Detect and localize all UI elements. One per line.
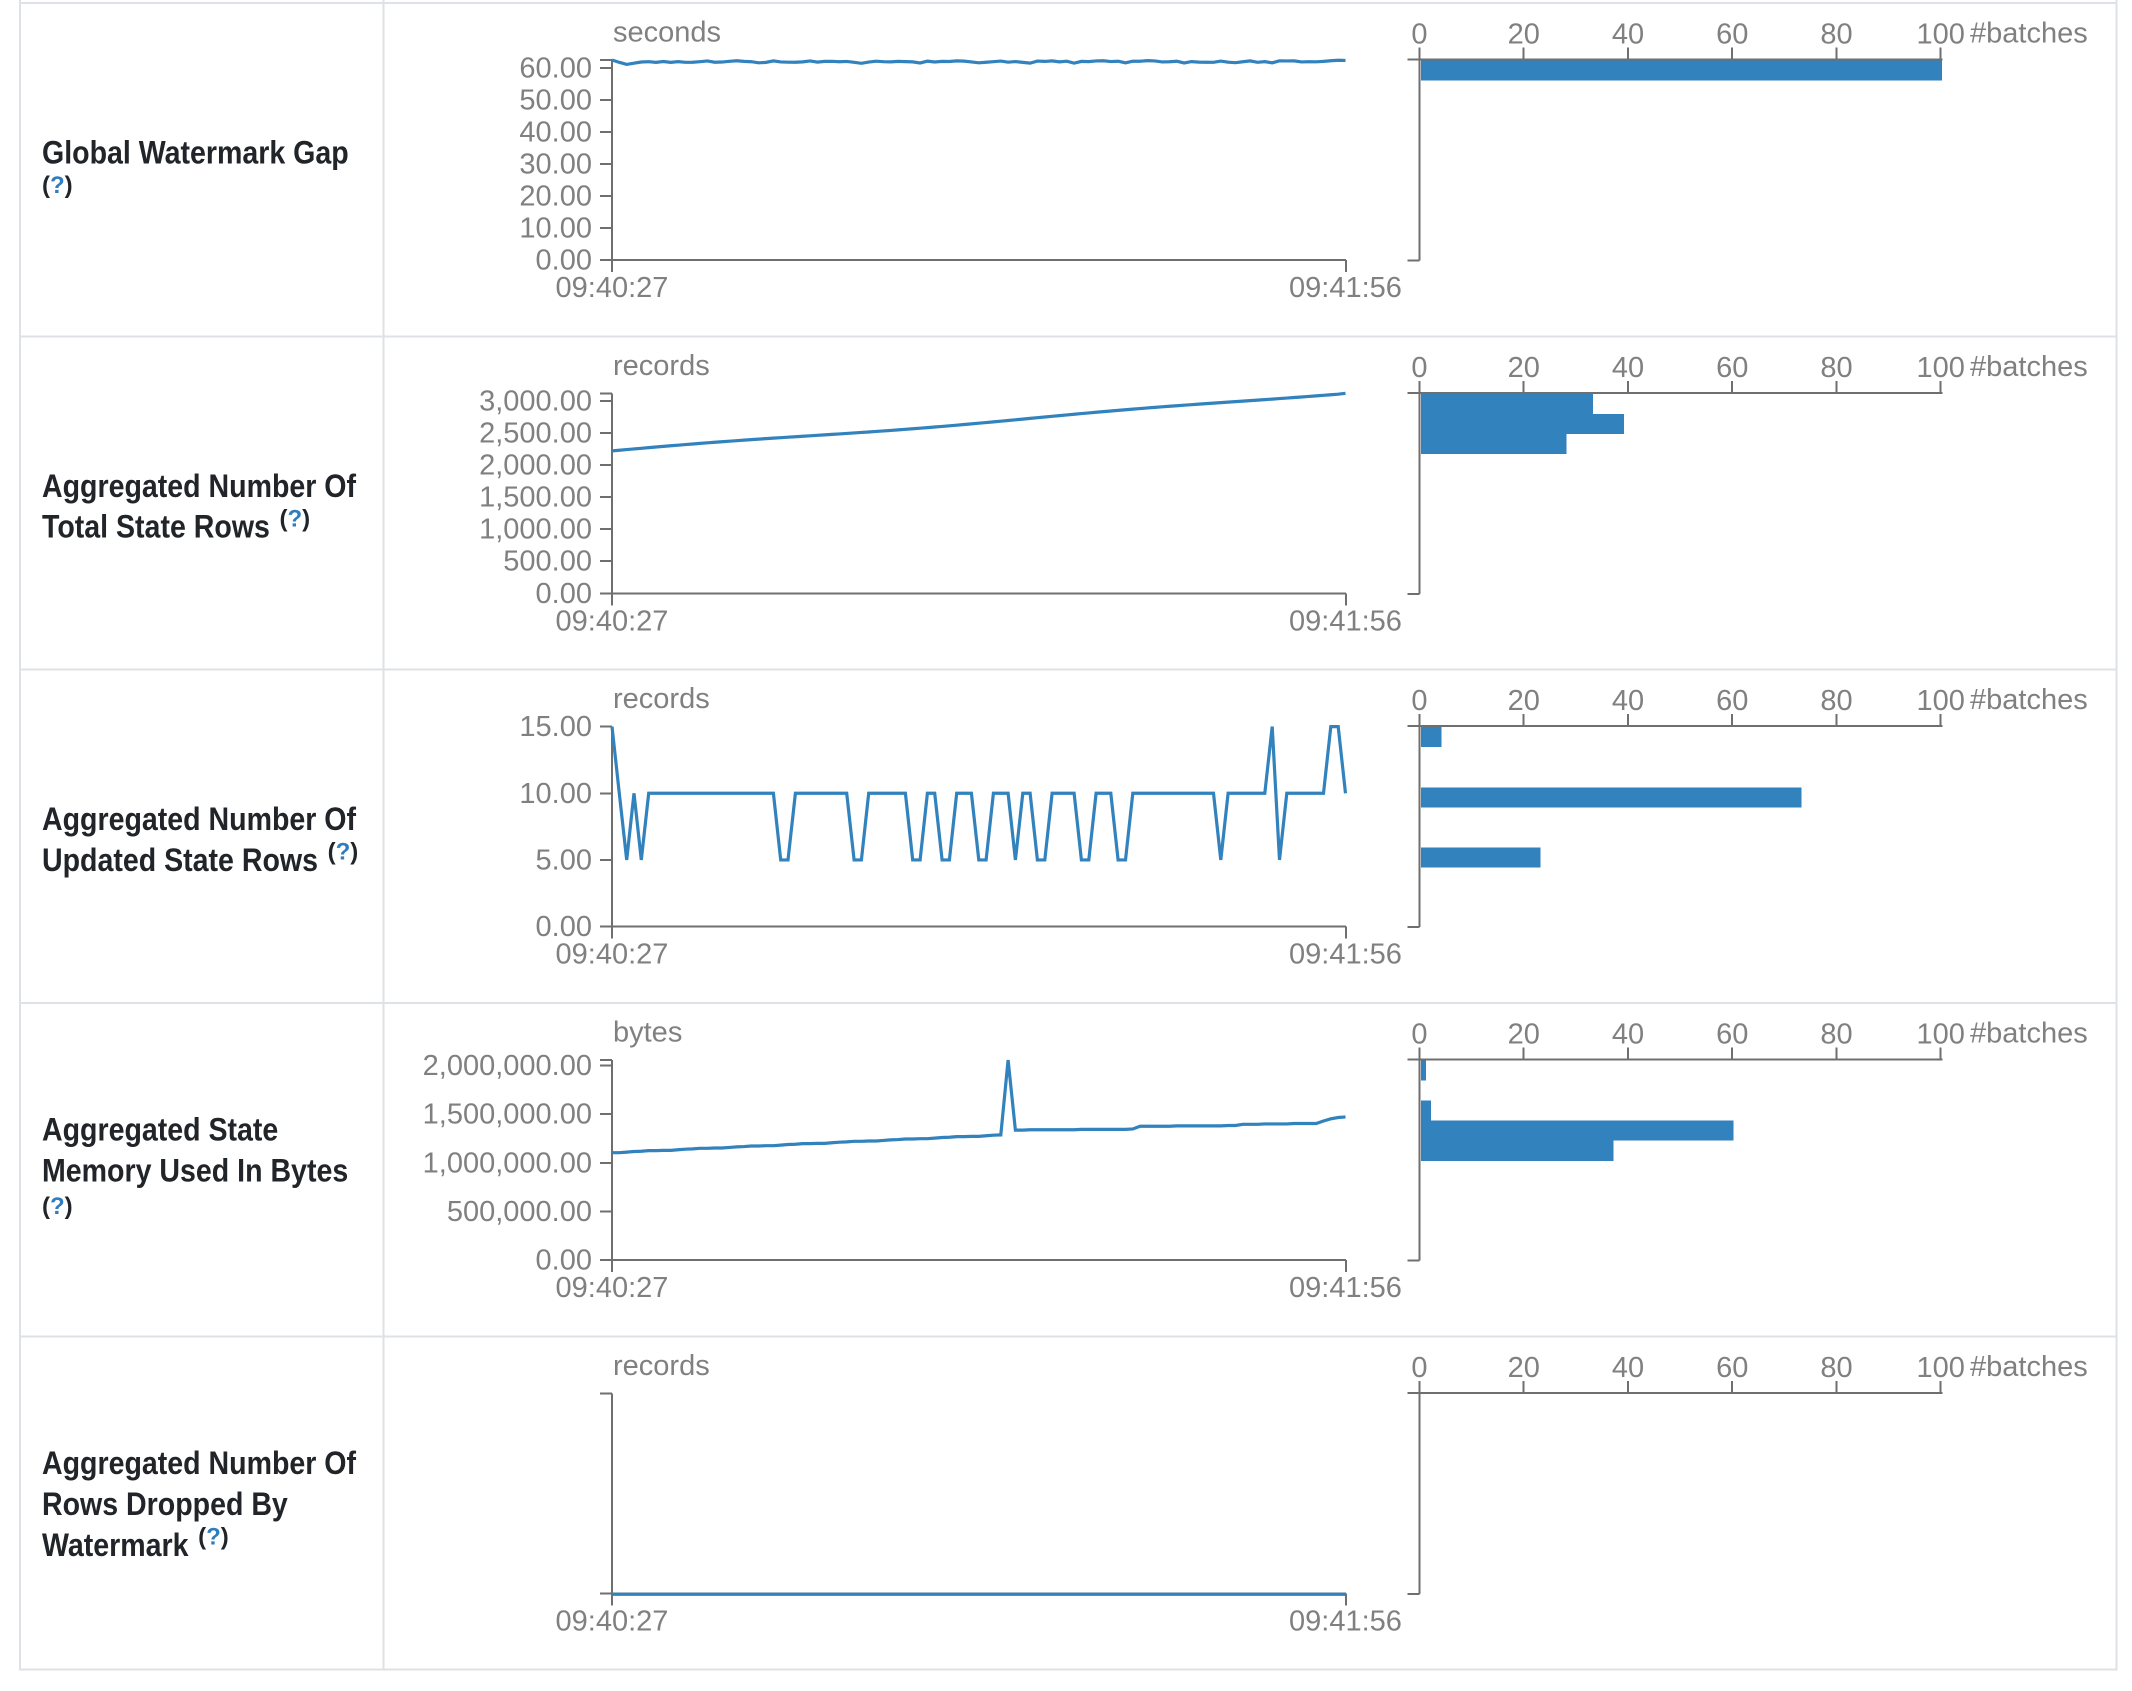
svg-text:#batches: #batches (1970, 351, 2088, 383)
svg-text:09:40:27: 09:40:27 (556, 939, 669, 971)
svg-text:#batches: #batches (1970, 684, 2088, 716)
svg-text:500.00: 500.00 (503, 546, 592, 578)
svg-text:80: 80 (1820, 19, 1852, 51)
svg-text:Updated State Rows: Updated State Rows (42, 842, 318, 878)
svg-text:60: 60 (1716, 352, 1748, 384)
svg-text:(?): (?) (42, 1193, 73, 1220)
svg-text:0: 0 (1411, 19, 1427, 51)
svg-text:0.00: 0.00 (536, 578, 592, 610)
svg-text:bytes: bytes (613, 1017, 682, 1049)
svg-text:60: 60 (1716, 19, 1748, 51)
svg-text:Rows Dropped By: Rows Dropped By (42, 1486, 288, 1522)
svg-text:09:41:56: 09:41:56 (1289, 1605, 1402, 1637)
svg-text:#batches: #batches (1970, 1018, 2088, 1050)
svg-text:0: 0 (1411, 352, 1427, 384)
svg-text:40: 40 (1612, 352, 1644, 384)
svg-text:60: 60 (1716, 685, 1748, 717)
svg-text:60.00: 60.00 (519, 52, 592, 84)
svg-text:09:40:27: 09:40:27 (556, 605, 669, 637)
svg-text:3,000.00: 3,000.00 (479, 386, 592, 418)
svg-text:09:41:56: 09:41:56 (1289, 272, 1402, 304)
svg-text:20: 20 (1508, 352, 1540, 384)
svg-text:20: 20 (1508, 1352, 1540, 1384)
svg-text:15.00: 15.00 (519, 711, 592, 743)
svg-text:0: 0 (1411, 1352, 1427, 1384)
svg-text:09:40:27: 09:40:27 (556, 1605, 669, 1637)
svg-text:1,500.00: 1,500.00 (479, 482, 592, 514)
svg-text:09:40:27: 09:40:27 (556, 1272, 669, 1304)
svg-text:20: 20 (1508, 685, 1540, 717)
svg-text:80: 80 (1820, 352, 1852, 384)
svg-text:80: 80 (1820, 1019, 1852, 1051)
svg-text:100: 100 (1917, 19, 1965, 51)
svg-text:0.00: 0.00 (536, 245, 592, 277)
svg-text:500,000.00: 500,000.00 (447, 1196, 592, 1228)
svg-text:1,000,000.00: 1,000,000.00 (423, 1147, 592, 1179)
svg-text:10.00: 10.00 (519, 213, 592, 245)
svg-text:09:41:56: 09:41:56 (1289, 939, 1402, 971)
svg-text:40: 40 (1612, 19, 1644, 51)
svg-text:09:41:56: 09:41:56 (1289, 605, 1402, 637)
svg-text:40: 40 (1612, 1352, 1644, 1384)
svg-text:2,000,000.00: 2,000,000.00 (423, 1050, 592, 1082)
svg-text:30.00: 30.00 (519, 148, 592, 180)
svg-text:(?): (?) (328, 839, 359, 866)
svg-text:records: records (613, 683, 710, 715)
svg-text:Total State Rows: Total State Rows (42, 509, 270, 545)
svg-text:(?): (?) (280, 505, 311, 532)
svg-text:40: 40 (1612, 1019, 1644, 1051)
svg-text:0.00: 0.00 (536, 1245, 592, 1277)
svg-text:2,000.00: 2,000.00 (479, 450, 592, 482)
svg-text:0: 0 (1411, 1019, 1427, 1051)
svg-text:(?): (?) (198, 1524, 229, 1551)
svg-text:Aggregated State: Aggregated State (42, 1112, 278, 1148)
svg-text:#batches: #batches (1970, 1351, 2088, 1383)
svg-text:10.00: 10.00 (519, 778, 592, 810)
svg-text:0.00: 0.00 (536, 911, 592, 943)
svg-text:(?): (?) (42, 172, 73, 199)
svg-text:09:40:27: 09:40:27 (556, 272, 669, 304)
svg-text:100: 100 (1917, 352, 1965, 384)
svg-text:80: 80 (1820, 1352, 1852, 1384)
svg-text:40: 40 (1612, 685, 1644, 717)
svg-text:20: 20 (1508, 19, 1540, 51)
svg-text:Watermark: Watermark (42, 1527, 189, 1563)
svg-text:records: records (613, 1350, 710, 1382)
svg-text:20.00: 20.00 (519, 180, 592, 212)
svg-text:2,500.00: 2,500.00 (479, 418, 592, 450)
svg-text:seconds: seconds (613, 17, 721, 49)
svg-text:60: 60 (1716, 1019, 1748, 1051)
svg-text:Memory Used In Bytes: Memory Used In Bytes (42, 1153, 348, 1189)
svg-text:0: 0 (1411, 685, 1427, 717)
svg-text:5.00: 5.00 (536, 844, 592, 876)
svg-text:80: 80 (1820, 685, 1852, 717)
svg-text:Global Watermark Gap: Global Watermark Gap (42, 135, 349, 171)
svg-text:#batches: #batches (1970, 18, 2088, 50)
svg-text:50.00: 50.00 (519, 84, 592, 116)
svg-text:100: 100 (1917, 1019, 1965, 1051)
svg-text:60: 60 (1716, 1352, 1748, 1384)
svg-text:Aggregated Number Of: Aggregated Number Of (42, 801, 356, 837)
svg-text:40.00: 40.00 (519, 116, 592, 148)
svg-text:Aggregated Number Of: Aggregated Number Of (42, 1445, 356, 1481)
svg-text:Aggregated Number Of: Aggregated Number Of (42, 468, 356, 504)
svg-text:20: 20 (1508, 1019, 1540, 1051)
svg-text:1,500,000.00: 1,500,000.00 (423, 1099, 592, 1131)
svg-text:records: records (613, 350, 710, 382)
svg-text:100: 100 (1917, 1352, 1965, 1384)
svg-text:09:41:56: 09:41:56 (1289, 1272, 1402, 1304)
svg-text:1,000.00: 1,000.00 (479, 514, 592, 546)
svg-text:100: 100 (1917, 685, 1965, 717)
